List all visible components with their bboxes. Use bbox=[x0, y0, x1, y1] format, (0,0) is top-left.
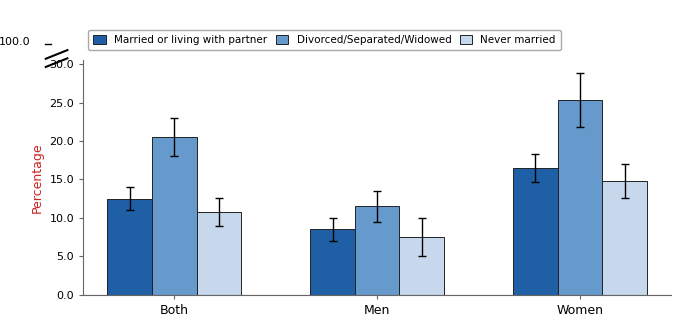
Text: 100.0: 100.0 bbox=[0, 37, 30, 47]
Y-axis label: Percentage: Percentage bbox=[30, 142, 44, 213]
Bar bbox=[197, 212, 242, 295]
Bar bbox=[513, 168, 558, 295]
Legend: Married or living with partner, Divorced/Separated/Widowed, Never married: Married or living with partner, Divorced… bbox=[89, 30, 561, 50]
Bar bbox=[310, 229, 355, 295]
Bar bbox=[152, 137, 197, 295]
Bar bbox=[107, 199, 152, 295]
Bar bbox=[355, 206, 399, 295]
Bar bbox=[558, 100, 602, 295]
Bar bbox=[399, 237, 444, 295]
Bar bbox=[602, 181, 647, 295]
